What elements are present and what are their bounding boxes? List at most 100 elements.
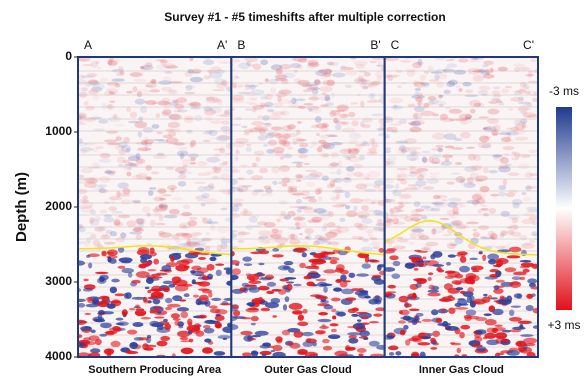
texture-blob — [408, 241, 415, 245]
texture-blob — [525, 185, 538, 189]
y-tick-label: 1000 — [45, 124, 72, 138]
texture-blob — [127, 120, 140, 124]
texture-blob — [354, 60, 368, 66]
texture-blob — [85, 303, 99, 308]
texture-blob — [331, 308, 337, 313]
texture-blob — [200, 202, 206, 207]
texture-blob — [425, 242, 439, 246]
texture-blob — [322, 345, 333, 351]
texture-blob — [329, 180, 336, 188]
texture-blob — [135, 142, 149, 145]
texture-blob — [275, 91, 288, 98]
texture-blob — [231, 166, 238, 173]
texture-blob — [85, 105, 95, 111]
texture-blob — [248, 337, 257, 341]
texture-blob — [271, 166, 281, 174]
texture-blob — [206, 96, 215, 101]
texture-blob — [409, 232, 418, 239]
texture-blob — [156, 152, 165, 156]
texture-blob — [87, 73, 98, 77]
texture-blob — [423, 70, 430, 74]
texture-blob — [411, 319, 418, 325]
texture-blob — [240, 330, 253, 336]
texture-blob — [302, 341, 314, 348]
texture-blob — [321, 324, 326, 328]
texture-blob — [135, 304, 140, 308]
texture-blob — [448, 307, 456, 314]
texture-blob — [178, 325, 184, 329]
texture-blob — [216, 134, 230, 142]
texture-blob — [430, 347, 438, 350]
texture-blob — [520, 154, 531, 158]
texture-blob — [141, 64, 154, 71]
texture-blob — [306, 105, 320, 110]
texture-blob — [252, 63, 262, 70]
y-tick-label: 2000 — [45, 199, 72, 213]
texture-blob — [225, 269, 231, 275]
texture-blob — [499, 157, 509, 164]
texture-blob — [302, 89, 314, 92]
texture-blob — [301, 252, 307, 258]
texture-blob — [226, 322, 232, 328]
texture-blob — [197, 172, 211, 177]
texture-blob — [404, 138, 417, 144]
texture-blob — [357, 79, 370, 82]
texture-blob — [435, 195, 448, 199]
texture-blob — [344, 246, 351, 253]
texture-blob — [507, 214, 520, 220]
texture-blob — [465, 89, 474, 94]
texture-blob — [136, 91, 142, 98]
texture-blob — [315, 330, 326, 335]
texture-blob — [293, 283, 302, 287]
texture-blob — [126, 220, 137, 228]
texture-blob — [333, 117, 339, 124]
texture-blob — [435, 203, 448, 208]
texture-blob — [407, 121, 416, 125]
texture-blob — [517, 320, 532, 325]
texture-blob — [274, 78, 288, 82]
texture-blob — [279, 63, 292, 70]
texture-blob — [250, 322, 256, 326]
texture-blob — [432, 132, 446, 140]
texture-blob — [500, 136, 512, 143]
texture-blob — [514, 136, 529, 141]
texture-blob — [311, 94, 319, 98]
texture-blob — [395, 120, 402, 125]
texture-blob — [500, 88, 510, 94]
texture-blob — [454, 237, 464, 245]
texture-blob — [154, 204, 168, 212]
texture-blob — [144, 100, 157, 105]
texture-blob — [514, 123, 526, 131]
texture-blob — [404, 215, 414, 222]
texture-blob — [487, 118, 499, 124]
horizon-line — [384, 220, 538, 256]
texture-blob — [174, 238, 181, 244]
texture-blob — [480, 236, 494, 240]
texture-blob — [88, 352, 101, 357]
texture-blob — [218, 188, 226, 193]
texture-blob — [232, 83, 238, 89]
texture-blob — [237, 231, 251, 235]
texture-blob — [333, 120, 341, 123]
texture-blob — [468, 99, 482, 107]
texture-blob — [399, 193, 412, 200]
texture-blob — [92, 83, 105, 91]
texture-blob — [258, 262, 265, 266]
texture-blob — [132, 86, 138, 93]
texture-blob — [288, 268, 295, 274]
texture-blob — [320, 214, 330, 221]
texture-blob — [129, 342, 139, 349]
texture-blob — [282, 72, 296, 79]
texture-blob — [288, 302, 303, 310]
texture-blob — [162, 63, 177, 69]
texture-blob — [303, 275, 313, 280]
texture-blob — [191, 271, 205, 276]
texture-blob — [524, 171, 533, 179]
texture-blob — [478, 85, 491, 91]
texture-blob — [503, 152, 510, 156]
texture-blob — [412, 119, 425, 126]
texture-blob — [303, 103, 314, 106]
texture-blob — [117, 246, 125, 253]
texture-blob — [497, 66, 508, 72]
texture-blob — [283, 215, 292, 220]
